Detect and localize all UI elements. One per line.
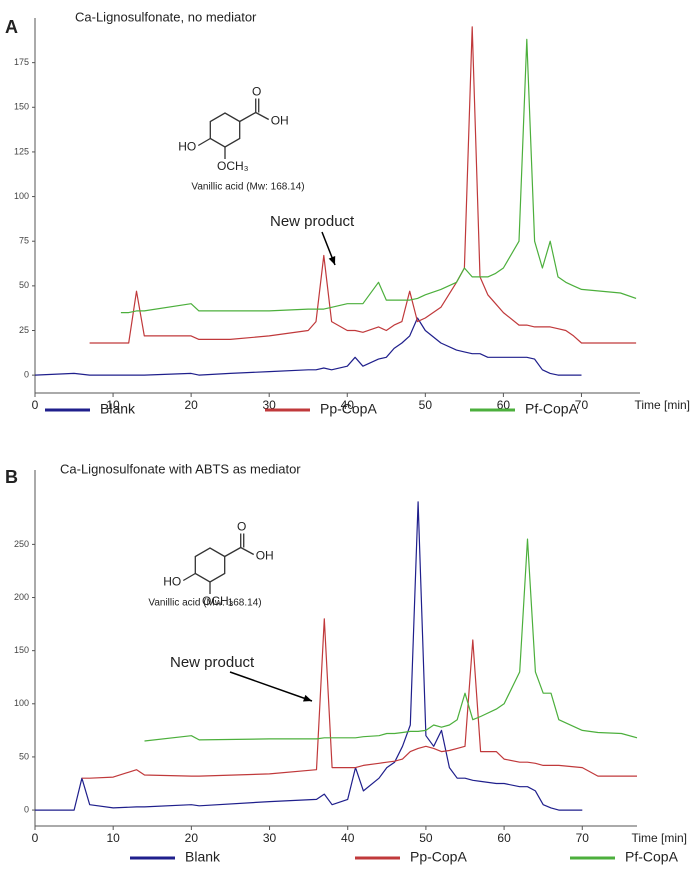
y-tick-label: 175 xyxy=(14,57,29,67)
y-tick-label: 250 xyxy=(14,539,29,549)
atom-label: O xyxy=(252,85,261,99)
annotation-arrow xyxy=(229,671,313,702)
x-tick-label: 70 xyxy=(576,831,590,845)
y-tick-label: 0 xyxy=(24,370,29,380)
y-tick-label: 150 xyxy=(14,102,29,112)
legend-label: Blank xyxy=(100,401,136,417)
x-tick-label: 40 xyxy=(341,398,355,412)
legend-label: Pp-CopA xyxy=(410,849,467,865)
bond xyxy=(239,111,257,123)
atom-label: OCH₃ xyxy=(202,594,234,608)
y-tick-label: 200 xyxy=(14,592,29,602)
series-line xyxy=(120,38,637,314)
atom-label: O xyxy=(237,520,246,534)
bond xyxy=(255,111,270,121)
annotation: New product xyxy=(270,213,355,230)
atom-label: OCH₃ xyxy=(217,159,249,173)
y-tick-label: 0 xyxy=(24,804,29,814)
y-tick-label: 50 xyxy=(19,751,29,761)
atom-label: HO xyxy=(163,575,181,589)
series-line xyxy=(89,26,637,344)
atom-label: OH xyxy=(256,549,274,563)
chart-title: Ca-Lignosulfonate, no mediator xyxy=(75,9,257,24)
x-axis-label: Time [min] xyxy=(631,831,687,845)
arrow-head xyxy=(303,694,312,702)
y-tick-label: 50 xyxy=(19,280,29,290)
y-tick-label: 100 xyxy=(14,191,29,201)
atom-label: HO xyxy=(178,140,196,154)
y-tick-label: 75 xyxy=(19,236,29,246)
x-tick-label: 40 xyxy=(341,831,355,845)
y-tick-label: 25 xyxy=(19,325,29,335)
structure-caption: Vanillic acid (Mw: 168.14) xyxy=(191,182,304,193)
benzene-ring xyxy=(194,547,226,583)
x-tick-label: 20 xyxy=(185,831,199,845)
series-line xyxy=(34,317,582,376)
x-axis-label: Time [min] xyxy=(634,398,690,412)
x-tick-label: 10 xyxy=(106,398,120,412)
panel-label: A xyxy=(5,17,18,37)
y-tick-label: 100 xyxy=(14,698,29,708)
bond xyxy=(182,572,196,582)
bond xyxy=(224,546,242,558)
structure-caption: Vanillic acid (Mw: 168.14) xyxy=(148,598,261,609)
legend-label: Pp-CopA xyxy=(320,401,377,417)
bond xyxy=(240,546,255,556)
x-tick-label: 0 xyxy=(32,831,39,845)
series-line xyxy=(144,538,638,742)
legend-label: Pf-CopA xyxy=(525,401,579,417)
y-tick-label: 125 xyxy=(14,146,29,156)
x-tick-label: 50 xyxy=(419,831,433,845)
legend-label: Pf-CopA xyxy=(625,849,679,865)
x-tick-label: 0 xyxy=(32,398,39,412)
y-tick-label: 150 xyxy=(14,645,29,655)
x-tick-label: 10 xyxy=(107,831,121,845)
x-tick-label: 50 xyxy=(419,398,433,412)
atom-label: OH xyxy=(271,114,289,128)
series-line xyxy=(35,501,583,811)
benzene-ring xyxy=(209,112,241,148)
panel-label: B xyxy=(5,467,18,487)
chart-title: Ca-Lignosulfonate with ABTS as mediator xyxy=(60,461,301,476)
legend-label: Blank xyxy=(185,849,221,865)
x-tick-label: 30 xyxy=(263,831,277,845)
arrow-head xyxy=(328,256,336,265)
x-tick-label: 60 xyxy=(497,831,511,845)
x-tick-label: 20 xyxy=(184,398,198,412)
annotation: New product xyxy=(170,654,255,671)
bond xyxy=(197,137,211,147)
x-tick-label: 70 xyxy=(575,398,589,412)
series-line xyxy=(81,618,637,779)
